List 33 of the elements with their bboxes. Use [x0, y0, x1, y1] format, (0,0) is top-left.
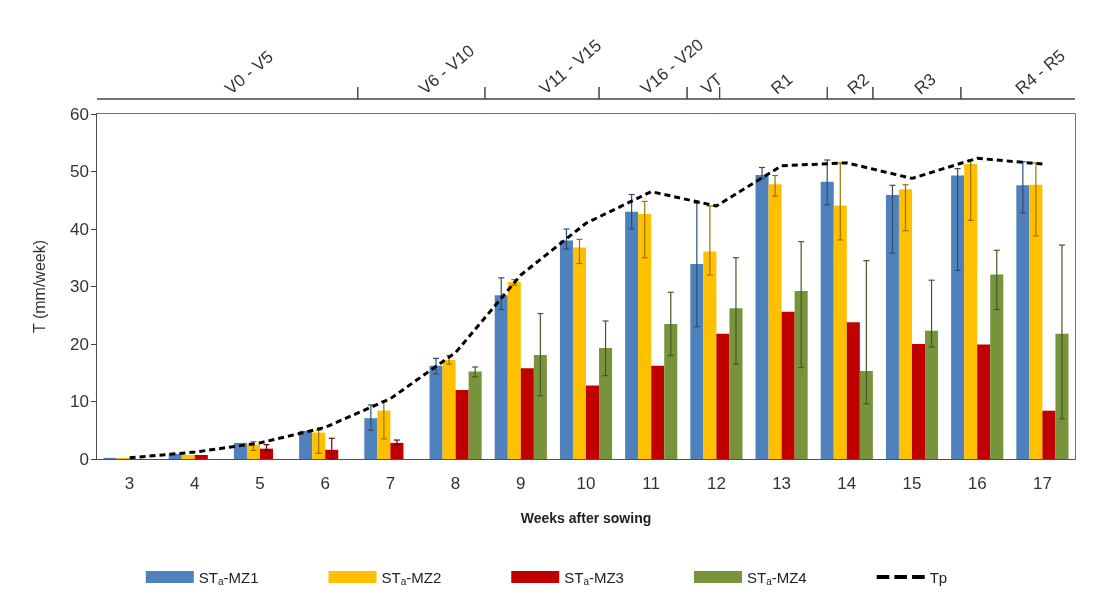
x-tick-label: 16 [967, 474, 987, 493]
y-tick-label: 40 [70, 219, 89, 239]
band-label: V6 - V10 [415, 41, 479, 99]
y-tick-label: 50 [70, 162, 89, 181]
x-tick-label: 15 [902, 474, 922, 493]
y-tick-label: 30 [70, 277, 89, 296]
legend-label: Tp [929, 568, 948, 586]
x-axis-title: Weeks after sowing [520, 510, 652, 526]
band-label: V0 - V5 [221, 47, 277, 99]
y-axis-title: T (mm/week) [30, 239, 48, 334]
x-tick-label: 11 [642, 474, 661, 493]
x-tick-label: 3 [124, 474, 135, 493]
band-label: R3 [910, 69, 940, 99]
x-tick-label: 17 [1032, 474, 1052, 493]
x-tick-label: 13 [772, 474, 792, 493]
x-tick-label: 14 [837, 474, 857, 493]
x-tick-label: 4 [190, 474, 200, 493]
y-tick-label: 10 [70, 392, 89, 411]
x-tick-label: 8 [450, 474, 461, 493]
band-label: VT [697, 69, 727, 99]
x-tick-label: 7 [385, 474, 396, 493]
band-label: R1 [767, 69, 797, 99]
y-tick-label: 20 [70, 334, 89, 354]
y-tick-label: 0 [79, 449, 89, 469]
x-tick-label: 5 [255, 474, 265, 493]
x-tick-label: 10 [576, 474, 596, 493]
x-tick-label: 9 [516, 474, 526, 493]
y-tick-label: 60 [70, 104, 89, 124]
band-label: R2 [843, 69, 873, 99]
band-label: V11 - V15 [535, 35, 606, 99]
band-label: R4 - R5 [1011, 46, 1069, 99]
x-tick-label: 6 [320, 474, 330, 493]
x-tick-label: 12 [706, 474, 726, 493]
